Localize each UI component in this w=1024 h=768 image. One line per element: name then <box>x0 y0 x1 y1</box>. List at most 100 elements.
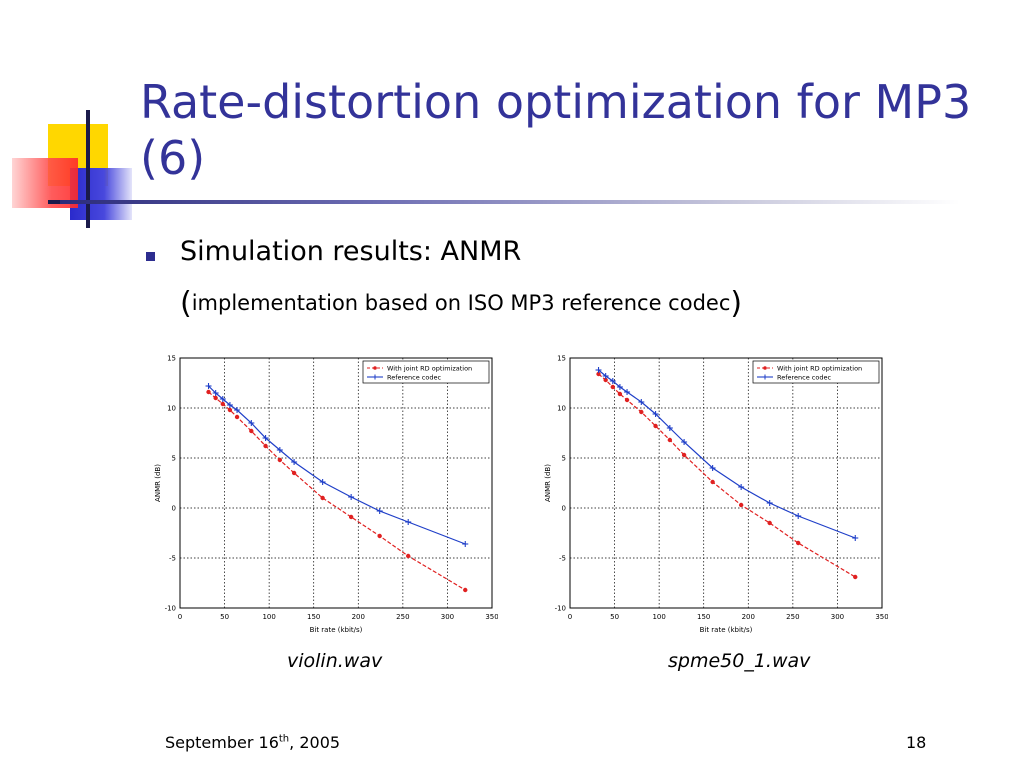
legend-box <box>752 360 880 384</box>
legend-label: Reference codec <box>387 373 441 381</box>
data-point <box>220 401 225 407</box>
data-point <box>681 452 687 458</box>
y-tick-label: -5 <box>559 555 566 563</box>
data-point <box>248 420 255 426</box>
bullet-subtext: (implementation based on ISO MP3 referen… <box>180 286 742 321</box>
footer-date-main: September 16 <box>165 733 279 752</box>
legend-box <box>362 360 490 384</box>
legend-label: With joint RD optimization <box>387 364 472 372</box>
data-point <box>405 519 412 525</box>
bullet-square-icon <box>146 252 155 261</box>
open-paren: ( <box>180 286 192 321</box>
chart-caption-violin: violin.wav <box>287 650 383 672</box>
y-tick-label: -5 <box>169 555 176 563</box>
data-point <box>234 407 241 413</box>
data-point <box>320 495 325 501</box>
decorative-red-square <box>12 158 78 208</box>
data-point <box>263 443 268 449</box>
plot-area <box>179 357 493 609</box>
y-tick-label: 0 <box>562 505 566 513</box>
data-point <box>710 479 715 485</box>
x-tick-label: 350 <box>875 613 888 621</box>
data-point <box>610 384 615 390</box>
x-tick-label: 300 <box>441 613 454 621</box>
data-point <box>638 399 645 405</box>
y-axis-label: ANMR (dB) <box>544 464 552 502</box>
data-point <box>639 409 644 415</box>
data-point <box>767 520 772 526</box>
y-tick-label: 5 <box>562 455 566 463</box>
data-point <box>291 459 298 465</box>
subtext-body: implementation based on ISO MP3 referenc… <box>191 291 731 315</box>
legend-label: Reference codec <box>777 373 831 381</box>
data-point <box>234 414 240 420</box>
x-tick-label: 150 <box>307 613 320 621</box>
data-point <box>249 428 254 434</box>
data-point <box>617 391 623 397</box>
x-tick-label: 200 <box>742 613 755 621</box>
data-point <box>262 435 269 441</box>
data-point <box>766 500 773 506</box>
data-point <box>226 402 233 408</box>
y-tick-label: 5 <box>172 455 176 463</box>
data-point <box>652 411 659 417</box>
x-axis-label: Bit rate (kbit/s) <box>700 626 753 634</box>
data-point <box>463 587 468 593</box>
data-point <box>653 423 658 429</box>
decorative-blue-square <box>70 168 132 220</box>
y-tick-label: 10 <box>557 405 566 413</box>
x-tick-label: 50 <box>610 613 619 621</box>
data-point <box>276 447 283 453</box>
data-point <box>738 484 745 490</box>
chart-caption-spme50: spme50_1.wav <box>668 650 811 672</box>
data-point <box>681 439 688 445</box>
x-tick-label: 250 <box>786 613 799 621</box>
close-paren: ) <box>730 286 743 321</box>
data-point <box>616 384 623 390</box>
data-point <box>666 425 673 431</box>
data-point <box>213 395 218 401</box>
footer-date-year: , 2005 <box>289 733 341 752</box>
legend-marker <box>373 366 377 370</box>
y-tick-label: 0 <box>172 505 176 513</box>
data-point <box>624 389 631 395</box>
footer-date-sup: th <box>278 733 290 745</box>
y-tick-label: -10 <box>555 605 566 613</box>
y-tick-label: 15 <box>167 355 176 363</box>
chart-spme50: 0 50 100 150 200 250 300 350 -10 -5 0 5 10 15 Bit rate… <box>544 355 888 635</box>
data-point <box>219 396 226 402</box>
data-point <box>609 378 616 384</box>
data-point <box>853 574 858 580</box>
legend-marker <box>763 366 767 370</box>
x-tick-label: 350 <box>485 613 498 621</box>
y-tick-label: 10 <box>167 405 176 413</box>
data-point <box>212 390 219 396</box>
data-point <box>206 389 211 395</box>
data-point <box>406 553 411 559</box>
data-point <box>277 457 283 463</box>
data-point <box>796 540 801 546</box>
data-point <box>319 479 326 485</box>
data-point <box>624 397 630 403</box>
chart-violin: 0 50 100 150 200 250 300 350 -10 -5 0 5 10 15 Bit rate… <box>154 355 498 635</box>
plot-area <box>569 357 883 609</box>
data-point <box>795 513 802 519</box>
data-point <box>291 470 297 476</box>
data-point <box>348 494 355 500</box>
data-point <box>709 465 716 471</box>
data-point <box>205 383 212 389</box>
y-axis-label: ANMR (dB) <box>154 464 162 502</box>
data-point <box>348 514 354 520</box>
title-underline <box>60 200 960 204</box>
data-point <box>852 535 859 541</box>
page-number: 18 <box>906 733 927 752</box>
x-tick-label: 0 <box>178 613 182 621</box>
x-axis-label: Bit rate (kbit/s) <box>310 626 363 634</box>
bullet-text: Simulation results: ANMR <box>180 236 522 267</box>
data-point <box>738 502 744 508</box>
data-point <box>227 407 233 413</box>
data-point <box>595 367 602 373</box>
data-point <box>462 541 469 547</box>
data-point <box>596 371 601 377</box>
series-line <box>598 369 856 539</box>
